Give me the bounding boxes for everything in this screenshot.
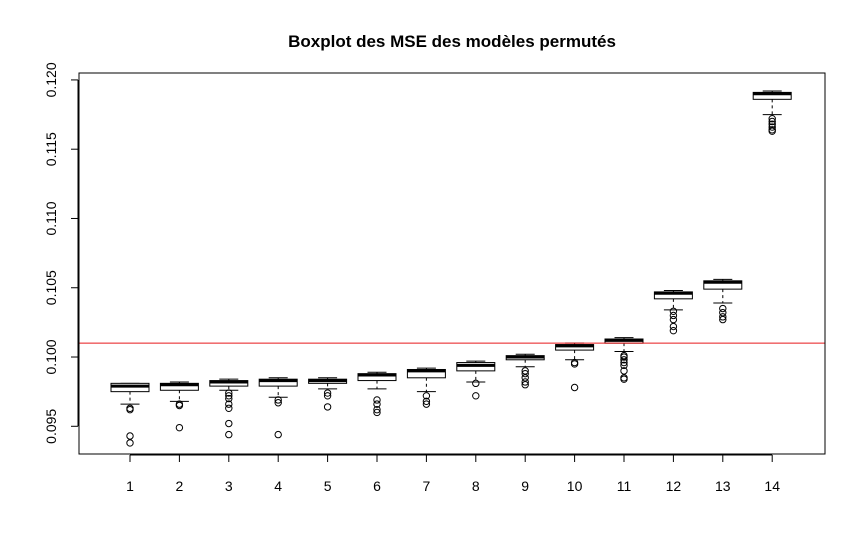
outlier-point	[373, 408, 381, 417]
outlier-point	[373, 405, 381, 414]
box-group-13	[703, 278, 743, 324]
outlier-point	[620, 358, 628, 367]
plot-area	[79, 90, 825, 447]
box-group-14	[752, 90, 792, 135]
box-group-7	[406, 367, 446, 408]
outlier-point	[521, 378, 529, 386]
outlier-point	[225, 400, 233, 408]
outlier-point	[422, 392, 431, 400]
outlier-point	[570, 383, 579, 392]
y-tick-label: 0.115	[43, 132, 59, 166]
outlier-point	[225, 394, 233, 403]
outlier-point	[620, 361, 628, 370]
x-tick-label: 11	[617, 478, 632, 494]
outlier-point	[175, 423, 184, 432]
outlier-point	[274, 430, 282, 439]
box-group-11	[604, 337, 644, 383]
outlier-point	[768, 115, 776, 123]
outlier-point	[126, 404, 134, 412]
y-tick-label: 0.120	[43, 62, 59, 97]
outlier-point	[225, 419, 233, 428]
outlier-point	[422, 397, 431, 406]
x-tick-label: 5	[324, 478, 332, 494]
outlier-point	[620, 367, 628, 375]
outlier-point	[422, 400, 431, 408]
box-group-6	[357, 371, 397, 417]
outlier-point	[521, 374, 529, 382]
outlier-point	[126, 439, 134, 447]
outlier-point	[620, 353, 628, 361]
outlier-point	[620, 375, 628, 383]
outlier-point	[570, 360, 579, 368]
outlier-point	[521, 369, 529, 378]
y-tick-label: 0.100	[43, 339, 59, 374]
plot-frame	[78, 72, 826, 455]
outlier-point	[719, 308, 727, 317]
outlier-point	[175, 400, 184, 408]
box-group-3	[209, 378, 249, 439]
outlier-point	[669, 315, 678, 324]
x-tick-label: 13	[715, 478, 731, 494]
y-axis: 0.095 0.100 0.105 0.110 0.115 0.120	[43, 62, 79, 444]
y-tick-label: 0.110	[43, 201, 59, 235]
x-tick-label: 6	[373, 478, 381, 494]
outlier-point	[768, 123, 776, 131]
outlier-point	[225, 404, 233, 412]
x-tick-label: 7	[423, 478, 431, 494]
outlier-point	[620, 356, 628, 364]
outlier-point	[521, 381, 529, 389]
outlier-point	[126, 432, 134, 440]
outlier-point	[373, 400, 381, 408]
outlier-point	[719, 315, 727, 324]
outlier-point	[719, 304, 727, 313]
y-tick-label: 0.095	[43, 409, 59, 444]
outlier-point	[768, 120, 776, 128]
outlier-point	[323, 403, 332, 411]
box-group-9	[505, 353, 545, 389]
outlier-point	[669, 311, 678, 320]
box-group-2	[159, 381, 199, 432]
x-tick-label: 2	[176, 478, 184, 494]
outlier-point	[768, 127, 776, 135]
y-tick-label: 0.105	[43, 270, 59, 305]
outlier-point	[669, 326, 678, 335]
outlier-point	[768, 117, 776, 126]
box-group-5	[308, 377, 348, 411]
x-tick-label: 12	[666, 478, 682, 494]
x-tick-label: 8	[472, 478, 480, 494]
outlier-point	[472, 392, 480, 400]
outlier-point	[373, 396, 381, 404]
x-tick-label: 4	[274, 478, 282, 494]
box-group-8	[456, 360, 496, 400]
outlier-point	[323, 392, 332, 400]
box-group-1	[110, 382, 150, 447]
outlier-point	[274, 396, 282, 404]
outlier-point	[323, 389, 332, 397]
outlier-point	[521, 367, 529, 375]
x-tick-label: 9	[521, 478, 529, 494]
outlier-point	[719, 313, 727, 321]
box-group-4	[258, 377, 298, 439]
chart-title: Boxplot des MSE des modèles permutés	[288, 32, 616, 51]
outlier-point	[669, 322, 678, 331]
outlier-point	[225, 430, 233, 439]
x-tick-label: 10	[567, 478, 583, 494]
outlier-point	[274, 399, 282, 407]
box-group-10	[555, 342, 595, 392]
box-group-12	[653, 290, 693, 335]
outlier-point	[225, 392, 233, 400]
x-tick-label: 3	[225, 478, 233, 494]
x-tick-label: 14	[764, 478, 780, 494]
x-axis: 1 2 3 4 5 6 7 8 9 10 11 12 13 14	[126, 454, 780, 494]
outlier-point	[472, 379, 480, 388]
x-tick-label: 1	[126, 478, 134, 494]
outlier-point	[225, 389, 233, 397]
outlier-point	[669, 307, 678, 315]
